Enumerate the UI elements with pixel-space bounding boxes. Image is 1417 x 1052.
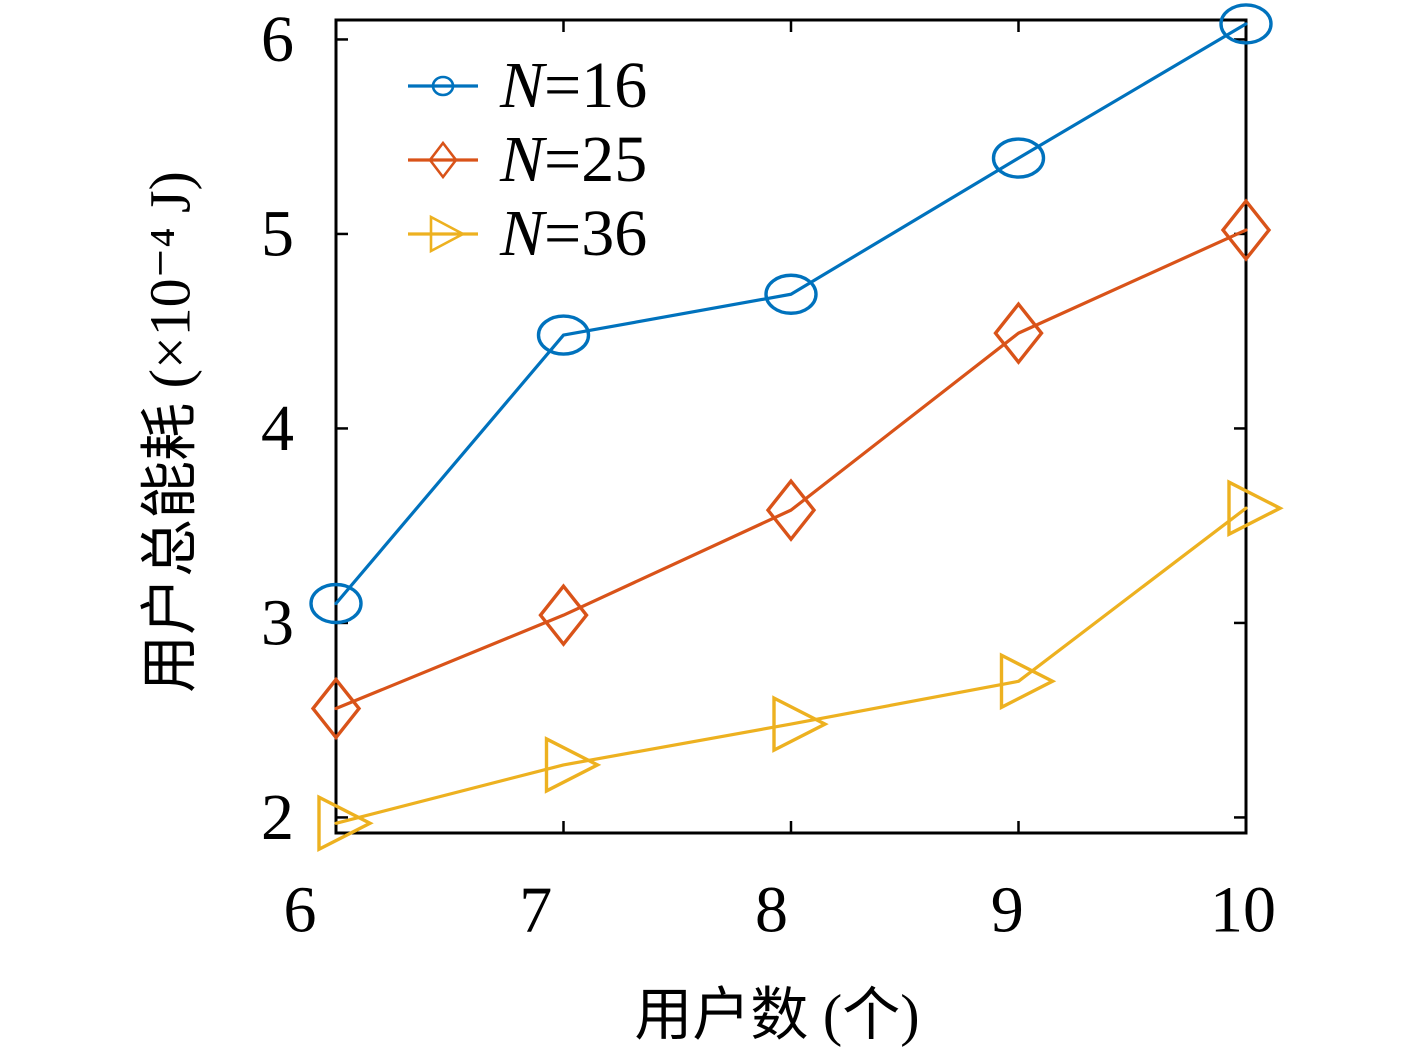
series-line-3 — [334, 506, 1248, 825]
axes: 2 3 4 5 6 6 7 8 9 10 — [261, 3, 1276, 947]
series-3-point-2 — [544, 736, 602, 794]
series-2-point-4 — [993, 301, 1044, 365]
series-1-point-3 — [764, 273, 818, 315]
series-3-point-4 — [999, 652, 1057, 711]
y-tick-label: 6 — [261, 3, 294, 76]
plot-series — [309, 3, 1284, 853]
legend-item — [408, 214, 478, 254]
y-tick-label: 4 — [261, 392, 294, 465]
series-3-point-3 — [772, 695, 829, 753]
series-1-point-5 — [1219, 3, 1273, 45]
x-tick-label: 7 — [519, 874, 552, 947]
y-tick-label: 5 — [261, 197, 294, 270]
series-2-point-2 — [538, 583, 589, 647]
x-axis-label: 用户数 (个) — [634, 983, 919, 1048]
legend-label: N=16 — [500, 49, 648, 122]
y-axis-label: 用户总能耗 (×10⁻⁴ J) — [138, 171, 203, 693]
series-1-point-2 — [536, 314, 591, 356]
legend-label: N=36 — [500, 197, 648, 270]
x-tick-label: 6 — [284, 874, 317, 947]
x-tick-label: 8 — [755, 874, 788, 947]
series-1-point-1 — [309, 582, 363, 625]
legend-label: N=25 — [500, 123, 648, 196]
legend-item — [408, 140, 478, 180]
series-line-2 — [334, 228, 1248, 711]
series-line-1 — [334, 22, 1248, 606]
x-tick-label: 10 — [1210, 874, 1276, 947]
series-3-point-1 — [317, 794, 374, 853]
series-3-point-5 — [1227, 479, 1284, 537]
x-tick-label: 9 — [991, 874, 1024, 947]
legend-marker-diamond — [428, 140, 458, 180]
series-2-point-3 — [765, 478, 817, 542]
legend-marker-circle — [431, 75, 455, 97]
legend-item — [408, 75, 478, 97]
y-tick-label: 3 — [261, 586, 294, 659]
series-2-point-1 — [310, 676, 362, 741]
series-2-point-5 — [1220, 198, 1272, 262]
legend — [408, 75, 478, 254]
legend-marker-triangle-right — [429, 214, 466, 254]
plot-area-frame — [334, 18, 1248, 835]
series-1-point-4 — [991, 137, 1046, 179]
y-tick-label: 2 — [261, 781, 294, 854]
